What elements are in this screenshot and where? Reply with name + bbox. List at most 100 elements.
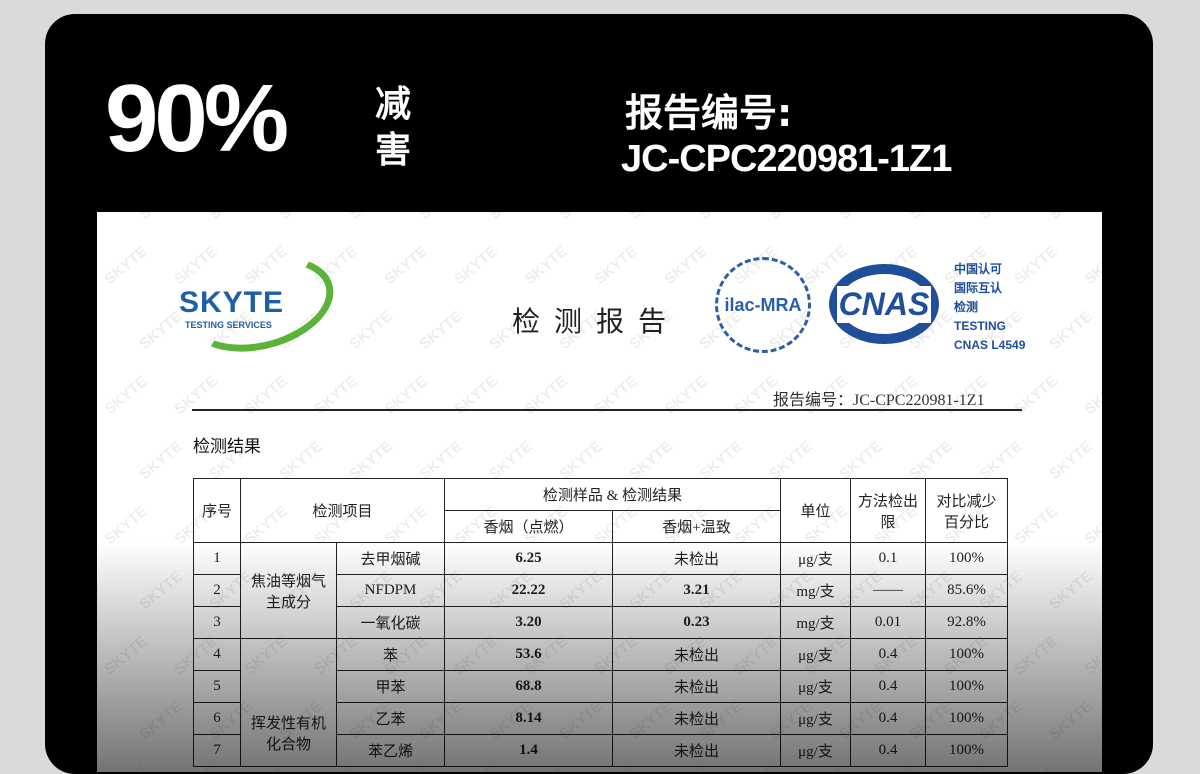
header-sample1: 香烟（点燃） — [444, 510, 613, 543]
cell-sample2: 未检出 — [612, 702, 781, 735]
watermark-text: SKYTE — [101, 632, 151, 679]
cell-sample2: 未检出 — [612, 670, 781, 703]
watermark-text: SKYTE — [347, 212, 396, 223]
watermark-text: SKYTE — [1011, 372, 1061, 419]
cell-sample1: 6.25 — [444, 542, 613, 575]
watermark-text: SKYTE — [661, 242, 711, 289]
watermark-text: SKYTE — [136, 437, 186, 484]
watermark-text: SKYTE — [1081, 632, 1102, 679]
watermark-text: SKYTE — [696, 437, 746, 484]
cell-percent: 100% — [925, 702, 1008, 735]
watermark-text: SKYTE — [346, 307, 396, 354]
cell-no: 1 — [193, 542, 241, 575]
watermark-text: SKYTE — [97, 212, 116, 223]
table-row: 1 焦油等烟气主成分 去甲烟碱 6.25 未检出 μg/支 0.1 100% — [193, 542, 1008, 639]
watermark-text: SKYTE — [207, 212, 256, 223]
watermark-text: SKYTE — [381, 242, 431, 289]
group-cell: 焦油等烟气主成分 — [240, 542, 337, 639]
cell-sample1: 1.4 — [444, 734, 613, 767]
banner-card: 90% 减害 报告编号: JC-CPC220981-1Z1 SKYTE SKYTE… — [45, 14, 1153, 774]
cell-unit: μg/支 — [780, 638, 851, 671]
header-sample-group: 检测样品 & 检测结果 — [444, 478, 781, 511]
watermark-text: SKYTE — [101, 502, 151, 549]
watermark-text: SKYTE — [976, 437, 1026, 484]
watermark-text: SKYTE — [451, 242, 501, 289]
watermark-text: SKYTE — [1046, 567, 1096, 614]
cell-sample2: 未检出 — [612, 638, 781, 671]
cell-sample1: 22.22 — [444, 574, 613, 607]
watermark-text: SKYTE — [1046, 437, 1096, 484]
document-title: 检测报告 — [512, 305, 681, 338]
results-table: 序号 检测项目 检测样品 & 检测结果 单位 方法检出限 对比减少百分比 香烟（… — [193, 478, 1008, 767]
watermark-text: SKYTE — [697, 212, 746, 223]
cell-item: 乙苯 — [336, 702, 445, 735]
cell-sample2: 0.23 — [612, 606, 781, 639]
watermark-text: SKYTE — [136, 567, 186, 614]
header-sample2: 香烟+温致 — [612, 510, 781, 543]
cell-no: 5 — [193, 670, 241, 703]
watermark-text: SKYTE — [766, 437, 816, 484]
cell-percent: 100% — [925, 670, 1008, 703]
cell-sample1: 68.8 — [444, 670, 613, 703]
cell-unit: μg/支 — [780, 542, 851, 575]
reduction-percent: 90% — [105, 65, 289, 172]
header-item: 检测项目 — [240, 478, 445, 543]
cell-sample2: 未检出 — [612, 542, 781, 575]
watermark-text: SKYTE — [1081, 372, 1102, 419]
cell-percent: 100% — [925, 638, 1008, 671]
watermark-text: SKYTE — [591, 242, 641, 289]
cell-sample1: 8.14 — [444, 702, 613, 735]
watermark-text: SKYTE — [1081, 242, 1102, 289]
header-no: 序号 — [193, 478, 241, 543]
document-report-number: 报告编号：JC-CPC220981-1Z1 — [773, 392, 985, 409]
cnas-logo: CNAS — [829, 264, 939, 344]
cell-limit: 0.4 — [850, 670, 926, 703]
watermark-text: SKYTE — [1047, 212, 1096, 223]
watermark-text: SKYTE — [556, 437, 606, 484]
watermark-text: SKYTE — [767, 212, 816, 223]
report-label: 报告编号: — [625, 91, 793, 135]
ilac-mra-logo: ilac-MRA — [715, 257, 811, 353]
cell-limit: 0.4 — [850, 702, 926, 735]
watermark-text: SKYTE — [137, 212, 186, 223]
cell-sample2: 3.21 — [612, 574, 781, 607]
cell-item: 去甲烟碱 — [336, 542, 445, 575]
cell-limit: 0.4 — [850, 638, 926, 671]
watermark-text: SKYTE — [906, 437, 956, 484]
watermark-text: SKYTE — [451, 372, 501, 419]
watermark-text: SKYTE — [171, 372, 221, 419]
watermark-text: SKYTE — [311, 372, 361, 419]
watermark-text: SKYTE — [101, 242, 151, 289]
watermark-text: SKYTE — [1011, 632, 1061, 679]
watermark-text: SKYTE — [486, 437, 536, 484]
cell-percent: 85.6% — [925, 574, 1008, 607]
watermark-text: SKYTE — [1046, 697, 1096, 744]
group-cell: 挥发性有机化合物 — [240, 638, 337, 767]
watermark-text: SKYTE — [521, 242, 571, 289]
header-limit: 方法检出限 — [850, 478, 926, 543]
header-unit: 单位 — [780, 478, 851, 543]
cell-limit: 0.1 — [850, 542, 926, 575]
watermark-text: SKYTE — [1082, 763, 1102, 772]
watermark-text: SKYTE — [381, 372, 431, 419]
watermark-text: SKYTE — [626, 437, 676, 484]
reduction-label: 减害 — [375, 84, 412, 171]
watermark-text: SKYTE — [836, 437, 886, 484]
watermark-text: SKYTE — [837, 212, 886, 223]
cell-no: 2 — [193, 574, 241, 607]
cell-percent: 100% — [925, 542, 1008, 575]
watermark-text: SKYTE — [102, 763, 151, 772]
cell-no: 3 — [193, 606, 241, 639]
watermark-text: SKYTE — [101, 372, 151, 419]
watermark-text: SKYTE — [627, 212, 676, 223]
test-report-document: SKYTE SKYTE SKYTE SKYTE SKYTE SKYTE SKYTE SKYTE… — [97, 212, 1102, 772]
watermark-text: SKYTE — [1081, 502, 1102, 549]
cell-unit: mg/支 — [780, 574, 851, 607]
cell-no: 4 — [193, 638, 241, 671]
cell-limit: 0.01 — [850, 606, 926, 639]
skyte-logo: SKYTE TESTING SERVICES — [165, 241, 345, 367]
watermark-text: SKYTE — [277, 212, 326, 223]
section-title: 检测结果 — [193, 437, 261, 457]
watermark-text: SKYTE — [416, 437, 466, 484]
cell-limit: —— — [850, 574, 926, 607]
